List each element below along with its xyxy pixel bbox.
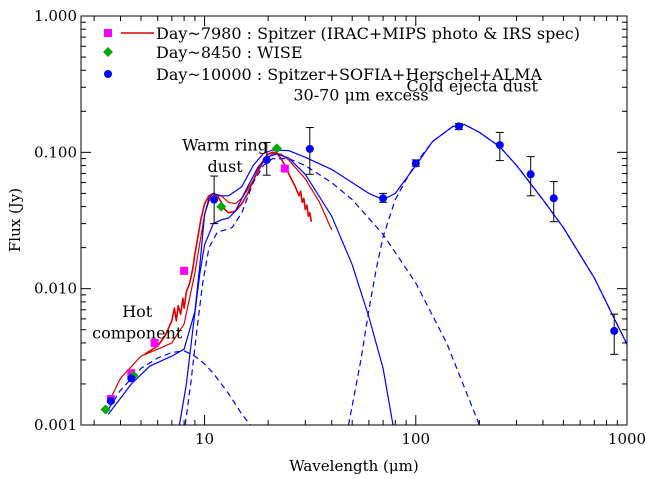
x-tick-label: 100 bbox=[401, 430, 430, 448]
legend-label: Day~10000 : Spitzer+SOFIA+Herschel+ALMA bbox=[156, 65, 543, 84]
legend-marker bbox=[104, 70, 112, 78]
data-point-square bbox=[150, 338, 159, 347]
model-curves bbox=[107, 123, 627, 425]
annotation-label: Warm ring bbox=[182, 136, 268, 155]
data-point-circle bbox=[454, 122, 463, 131]
annotation-label: Hot bbox=[122, 302, 153, 321]
legend-item: Day~7980 : Spitzer (IRAC+MIPS photo & IR… bbox=[104, 24, 580, 43]
axis-ticks: 10 100 1000 0.001 0.010 0.100 1.000 bbox=[34, 7, 646, 448]
x-tick-label: 1000 bbox=[608, 430, 646, 448]
y-tick-label: 0.010 bbox=[34, 280, 77, 298]
data-point-circle bbox=[411, 159, 420, 168]
data-point-diamond bbox=[216, 201, 227, 212]
curve-4 bbox=[107, 350, 251, 425]
plot-frame bbox=[80, 15, 628, 426]
curve-6 bbox=[347, 123, 627, 425]
annotation-label: Cold ejecta dust bbox=[407, 76, 539, 95]
data-points bbox=[100, 122, 619, 415]
legend-marker bbox=[104, 29, 112, 37]
legend-marker bbox=[103, 47, 113, 57]
data-point-circle bbox=[305, 144, 314, 153]
data-point-diamond bbox=[271, 143, 282, 154]
y-tick-label: 0.100 bbox=[34, 143, 77, 161]
data-point-square bbox=[280, 164, 289, 173]
data-point-circle bbox=[210, 195, 219, 204]
curve-5 bbox=[184, 158, 480, 425]
annotation-label: 30-70 μm excess bbox=[293, 85, 428, 104]
data-point-circle bbox=[379, 194, 388, 203]
y-axis-label: Flux (Jy) bbox=[6, 188, 24, 252]
data-point-circle bbox=[495, 141, 504, 150]
x-tick-label: 10 bbox=[195, 430, 214, 448]
legend-item: Day~8450 : WISE bbox=[103, 43, 303, 62]
annotation-label: component bbox=[92, 324, 183, 343]
curve-1 bbox=[107, 152, 333, 404]
data-point-circle bbox=[127, 374, 136, 383]
data-point-circle bbox=[549, 194, 558, 203]
data-point-square bbox=[180, 266, 189, 275]
data-point-circle bbox=[262, 155, 271, 164]
y-tick-label: 1.000 bbox=[34, 7, 77, 25]
annotation-label: dust bbox=[207, 157, 243, 176]
curve-0 bbox=[144, 151, 313, 355]
x-axis-label: Wavelength (μm) bbox=[289, 457, 418, 475]
data-point-circle bbox=[526, 170, 535, 179]
error-bars bbox=[210, 122, 619, 355]
data-point-circle bbox=[106, 396, 115, 405]
curve-3 bbox=[178, 153, 394, 425]
annotations: Hot component Warm ring dust 30-70 μm excess… bbox=[92, 76, 538, 342]
data-point-circle bbox=[610, 326, 619, 335]
data-point-diamond bbox=[100, 404, 111, 415]
y-tick-label: 0.001 bbox=[34, 416, 77, 434]
curve-2 bbox=[107, 123, 627, 415]
legend-label: Day~8450 : WISE bbox=[156, 43, 303, 62]
legend-item: Day~10000 : Spitzer+SOFIA+Herschel+ALMA bbox=[104, 65, 543, 84]
legend: Day~7980 : Spitzer (IRAC+MIPS photo & IR… bbox=[103, 24, 580, 84]
legend-label: Day~7980 : Spitzer (IRAC+MIPS photo & IR… bbox=[156, 24, 580, 43]
